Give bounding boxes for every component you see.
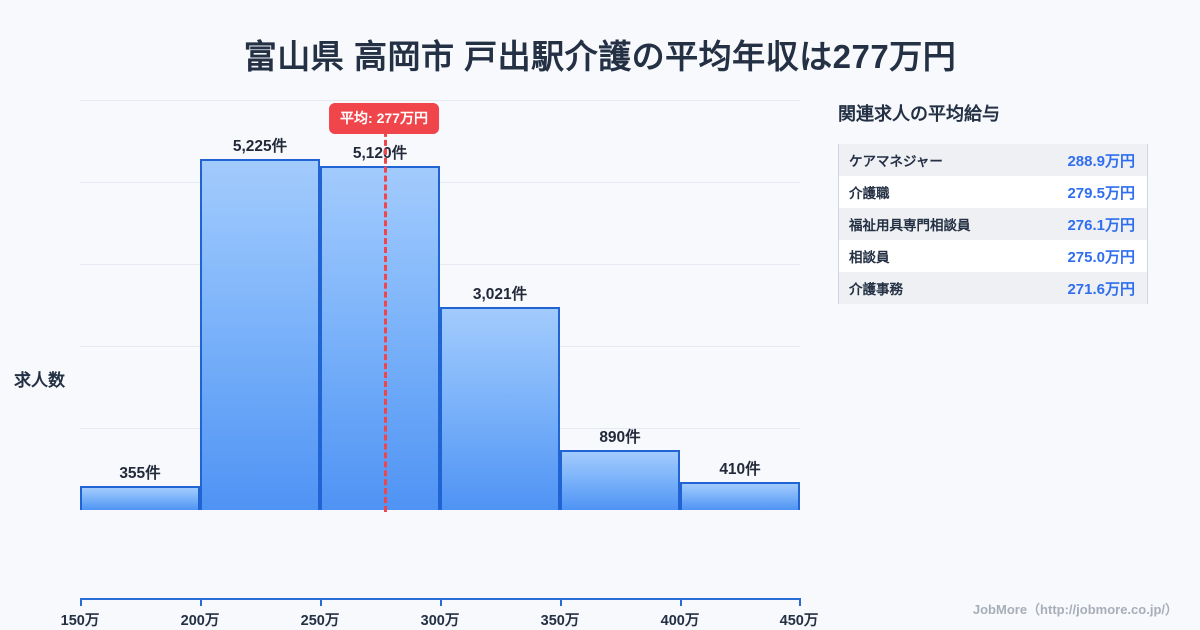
average-badge: 平均: 277万円 [329, 103, 439, 134]
job-salary: 271.6万円 [1067, 280, 1135, 298]
x-axis-tick [799, 598, 801, 606]
gridline [80, 264, 800, 265]
x-axis-tick-label: 300万 [420, 613, 460, 629]
histogram-bar[interactable] [200, 159, 320, 510]
x-axis-tick [320, 598, 322, 606]
job-salary: 276.1万円 [1067, 216, 1135, 234]
histogram-bar[interactable] [80, 486, 200, 510]
salary-table: ケアマネジャー 288.9万円 介護職 279.5万円 福祉用具専門相談員 27… [838, 144, 1148, 304]
histogram-bar[interactable] [320, 166, 440, 510]
job-title: 福祉用具専門相談員 [849, 218, 971, 233]
average-line [384, 122, 387, 512]
job-salary: 279.5万円 [1067, 184, 1135, 202]
x-axis-tick-label: 450万 [779, 613, 819, 629]
histogram-chart: 355件 5,225件 5,120件 3,021件 890件 410件 150万… [0, 88, 830, 629]
job-title: 介護職 [849, 186, 890, 201]
x-axis-tick [80, 598, 82, 606]
related-salary-panel: 関連求人の平均給与 ケアマネジャー 288.9万円 介護職 279.5万円 福祉… [838, 100, 1168, 304]
job-salary: 275.0万円 [1067, 248, 1135, 266]
x-axis-tick [200, 598, 202, 606]
plot-area: 355件 5,225件 5,120件 3,021件 890件 410件 [80, 100, 800, 510]
histogram-bar[interactable] [560, 450, 680, 510]
table-row[interactable]: 相談員 275.0万円 [839, 240, 1147, 272]
gridline [80, 100, 800, 101]
job-title: 介護事務 [849, 282, 903, 297]
bar-value-label: 410件 [719, 461, 761, 478]
job-title: ケアマネジャー [849, 154, 943, 169]
x-axis-tick-label: 400万 [660, 613, 700, 629]
page-title: 富山県 高岡市 戸出駅介護の平均年収は277万円 [243, 38, 957, 75]
x-axis-tick [560, 598, 562, 606]
sidebar-title: 関連求人の平均給与 [838, 104, 1000, 124]
table-row[interactable]: 介護職 279.5万円 [839, 176, 1147, 208]
job-salary: 288.9万円 [1067, 152, 1135, 170]
bar-value-label: 5,120件 [352, 145, 408, 162]
histogram-bar[interactable] [680, 482, 800, 510]
table-row[interactable]: 介護事務 271.6万円 [839, 272, 1147, 304]
bar-value-label: 5,225件 [232, 138, 288, 155]
x-axis-tick [440, 598, 442, 606]
job-title: 相談員 [849, 250, 890, 265]
bar-value-label: 355件 [119, 465, 161, 482]
table-row[interactable]: ケアマネジャー 288.9万円 [839, 144, 1147, 176]
x-axis-tick-label: 200万 [180, 613, 220, 629]
histogram-bar[interactable] [440, 307, 560, 510]
x-axis-tick-label: 150万 [60, 613, 100, 629]
x-axis-tick-label: 350万 [540, 613, 580, 629]
bar-value-label: 3,021件 [472, 286, 528, 303]
footer-credit: JobMore（http://jobmore.co.jp/） [972, 602, 1178, 617]
gridline [80, 182, 800, 183]
y-axis-title: 求人数 [14, 371, 65, 390]
x-axis-tick [680, 598, 682, 606]
x-axis-tick-label: 250万 [300, 613, 340, 629]
table-row[interactable]: 福祉用具専門相談員 276.1万円 [839, 208, 1147, 240]
bar-value-label: 890件 [599, 429, 641, 446]
